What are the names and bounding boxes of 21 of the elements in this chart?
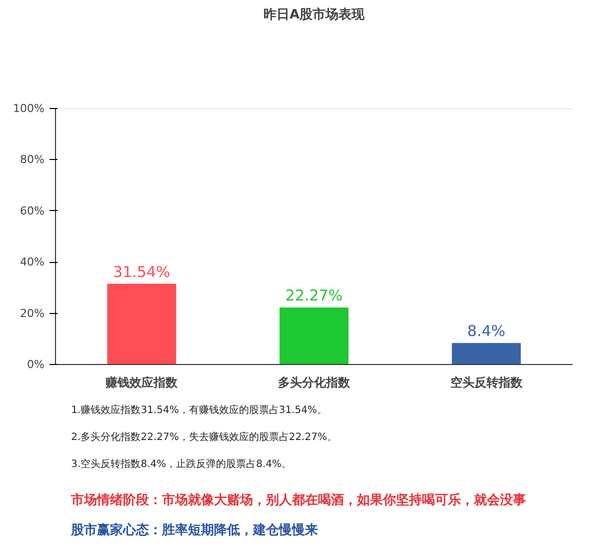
text: 2.多头分化指数22.27%，失去赚钱效应的股票占22.27%。 — [71, 431, 337, 443]
bar — [280, 307, 348, 364]
text: 1.赚钱效应指数31.54%，有赚钱效应的股票占31.54%。 — [71, 404, 327, 416]
y-tick-label: 40% — [20, 256, 45, 269]
y-tick-label: 0% — [27, 358, 44, 371]
data-label: 31.54% — [113, 262, 170, 281]
text: 股市赢家心态：胜率短期降低，建仓慢慢来 — [70, 522, 318, 538]
data-label: 8.4% — [467, 322, 506, 340]
x-tick-label: 多头分化指数 — [278, 376, 351, 390]
y-tick-label: 20% — [20, 306, 45, 320]
text: 3.空头反转指数8.4%，止跌反弹的股票占8.4%。 — [71, 458, 292, 470]
bar — [452, 342, 521, 364]
text: 市场情绪阶段：市场就像大赌场，别人都在喝酒，如果你坚持喝可乐，就会没事 — [70, 492, 526, 508]
x-tick-label: 赚钱效应指数 — [104, 376, 179, 390]
y-tick-label: 60% — [20, 204, 45, 218]
y-tick-label: 80% — [20, 153, 45, 166]
data-label: 22.27% — [285, 286, 343, 304]
y-tick-label: 100% — [13, 102, 45, 115]
x-tick-label: 空头反转指数 — [450, 376, 524, 390]
chart-title: 昨日A股市场表现 — [263, 6, 366, 22]
bar — [107, 284, 176, 364]
